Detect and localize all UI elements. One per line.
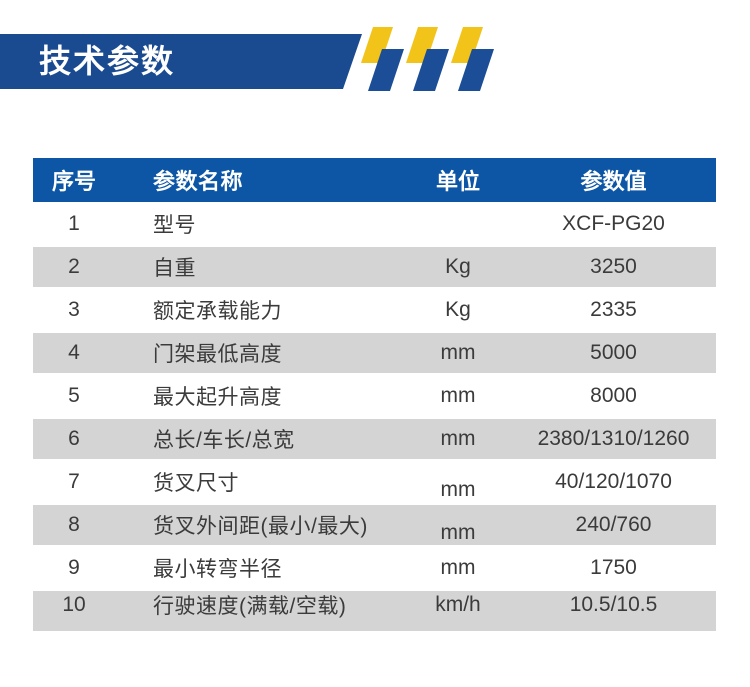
stripe-yellow-1 [361, 27, 393, 63]
column-header-name: 参数名称 [153, 169, 244, 194]
cell-name: 额定承载能力 [153, 299, 282, 323]
cell-no: 6 [68, 427, 80, 450]
cell-no: 3 [68, 297, 80, 321]
table-row: 6 总长/车长/总宽 mm 2380/1310/1260 [33, 417, 716, 460]
column-header-unit: 单位 [435, 169, 480, 194]
banner-bar [0, 34, 362, 89]
cell-value: 3250 [590, 255, 637, 278]
banner-stripes-graphic [0, 27, 494, 91]
stripe-yellow-3 [451, 27, 483, 63]
cell-name: 门架最低高度 [153, 343, 282, 366]
cell-name: 自重 [153, 257, 196, 280]
cell-value: 8000 [590, 383, 637, 407]
cell-unit: Kg [445, 255, 471, 278]
cell-name: 行驶速度(满载/空载) [153, 595, 347, 618]
cell-value: 2380/1310/1260 [537, 427, 690, 450]
cell-no: 7 [68, 469, 80, 493]
cell-name: 最大起升高度 [153, 385, 282, 409]
header-banner: 技术参数 [0, 0, 750, 120]
cell-unit: mm [440, 521, 476, 544]
cell-value: 40/120/1070 [555, 469, 672, 493]
table-row: 8 货叉外间距(最小/最大) mm 240/760 [33, 503, 716, 546]
cell-no: 8 [68, 513, 80, 536]
stripe-blue-1 [368, 49, 404, 91]
cell-unit: mm [440, 477, 476, 501]
column-header-no: 序号 [51, 169, 96, 194]
cell-name: 总长/车长/总宽 [153, 429, 295, 452]
cell-no: 4 [68, 341, 80, 364]
table-header-row: 序号 参数名称 单位 参数值 [33, 158, 716, 202]
cell-value: 10.5/10.5 [569, 593, 658, 616]
cell-no: 10 [62, 593, 86, 616]
cell-unit: mm [440, 341, 476, 364]
spec-table: 序号 参数名称 单位 参数值 1 型号 XCF-PG20 2 自重 Kg 325… [33, 158, 716, 632]
page-title: 技术参数 [39, 43, 176, 79]
cell-unit: mm [440, 427, 476, 450]
cell-unit: km/h [435, 593, 481, 616]
table-row: 9 最小转弯半径 mm 1750 [33, 546, 716, 589]
cell-value: 1750 [590, 555, 637, 579]
stripe-blue-3 [458, 49, 494, 91]
table-row: 10 行驶速度(满载/空载) km/h 10.5/10.5 [33, 589, 716, 632]
table-row: 7 货叉尺寸 mm 40/120/1070 [33, 460, 716, 503]
cell-value: 5000 [590, 341, 637, 364]
table-row: 1 型号 XCF-PG20 [33, 202, 716, 245]
table-row: 5 最大起升高度 mm 8000 [33, 374, 716, 417]
stripe-blue-2 [413, 49, 449, 91]
table-row: 4 门架最低高度 mm 5000 [33, 331, 716, 374]
cell-unit: mm [440, 555, 476, 579]
table-row: 3 额定承载能力 Kg 2335 [33, 288, 716, 331]
cell-no: 2 [68, 255, 80, 278]
cell-name: 货叉尺寸 [153, 471, 239, 495]
column-header-value: 参数值 [580, 169, 647, 194]
cell-unit: mm [440, 383, 476, 407]
cell-name: 货叉外间距(最小/最大) [153, 515, 368, 538]
cell-no: 9 [68, 555, 80, 579]
cell-value: 240/760 [575, 513, 652, 536]
cell-no: 5 [68, 383, 80, 407]
cell-no: 1 [68, 211, 80, 235]
cell-value: XCF-PG20 [562, 211, 665, 235]
cell-unit: Kg [445, 297, 471, 321]
table-row: 2 自重 Kg 3250 [33, 245, 716, 288]
stripe-yellow-2 [406, 27, 438, 63]
cell-name: 型号 [153, 213, 196, 237]
cell-name: 最小转弯半径 [153, 557, 282, 581]
cell-value: 2335 [590, 297, 637, 321]
